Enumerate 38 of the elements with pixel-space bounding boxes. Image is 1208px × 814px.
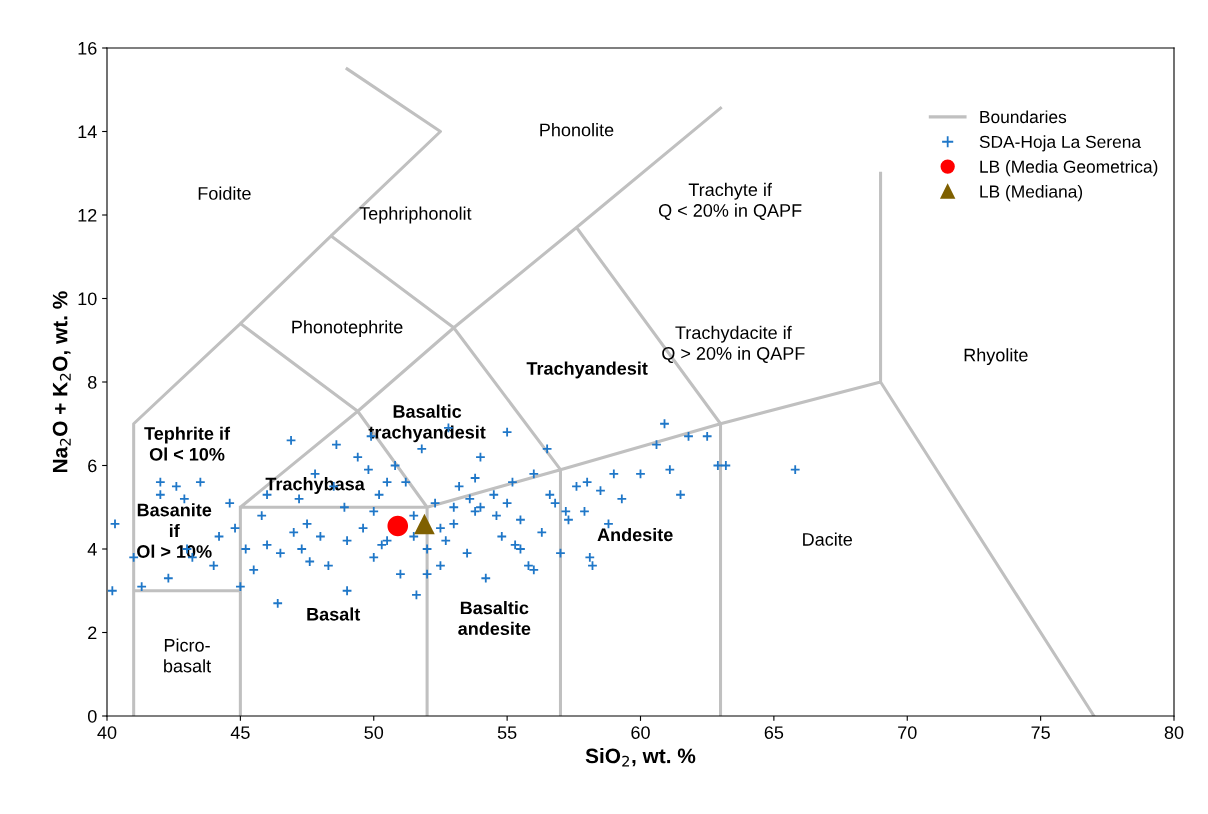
y-tick-label: 2 xyxy=(88,626,97,640)
legend-label: SDA-Hoja La Serena xyxy=(979,135,1142,152)
annotation: Foidite xyxy=(198,186,251,200)
annotation: Trachydacite if Q > 20% in QAPF xyxy=(662,325,805,364)
y-tick-label: 16 xyxy=(78,41,97,55)
x-tick-label: 70 xyxy=(898,726,917,739)
y-tick-label: 10 xyxy=(78,292,97,306)
y-tick-label: 0 xyxy=(87,709,97,723)
x-tick-label: 80 xyxy=(1164,726,1184,739)
y-tick-label: 4 xyxy=(87,543,97,556)
x-axis-title: SiO$_{2}$, wt. % xyxy=(585,748,696,767)
y-tick-label: 8 xyxy=(88,375,97,389)
x-tick-label: 65 xyxy=(764,726,784,739)
x-tick-label: 55 xyxy=(497,726,517,739)
x-tick-label: 75 xyxy=(1031,726,1050,739)
legend-label: LB (Media Geometrica) xyxy=(980,160,1158,177)
annotation: Dacite xyxy=(803,532,853,546)
annotation: Tephrite if Ol < 10% xyxy=(144,426,231,461)
annotation: Picro- basalt xyxy=(164,638,211,673)
annotation: Basalt xyxy=(307,607,361,621)
x-tick-label: 40 xyxy=(97,726,117,739)
y-tick-label: 12 xyxy=(78,208,97,222)
annotation: Trachyandesit xyxy=(526,361,648,379)
annotation: Trachyte if Q < 20% in QAPF xyxy=(658,182,802,221)
annotation: Andesite xyxy=(597,527,673,542)
x-tick-label: 50 xyxy=(364,726,384,739)
y-axis-title: Na$_{2}$O + K$_{2}$O, wt. % xyxy=(52,291,71,473)
y-tick-label: 14 xyxy=(78,125,97,139)
legend-label: LB (Mediana) xyxy=(980,184,1083,202)
legend-label: Boundaries xyxy=(980,110,1067,124)
x-tick-label: 45 xyxy=(230,726,250,739)
y-tick-label: 6 xyxy=(88,459,97,473)
annotation: Phonotephrite xyxy=(292,320,403,337)
annotation: Phonolite xyxy=(540,123,614,137)
x-tick-label: 60 xyxy=(631,726,650,739)
annotation: Basaltic andesite xyxy=(458,601,531,636)
annotation: Tephriphonolit xyxy=(359,206,472,224)
annotation: Rhyolite xyxy=(964,348,1028,366)
